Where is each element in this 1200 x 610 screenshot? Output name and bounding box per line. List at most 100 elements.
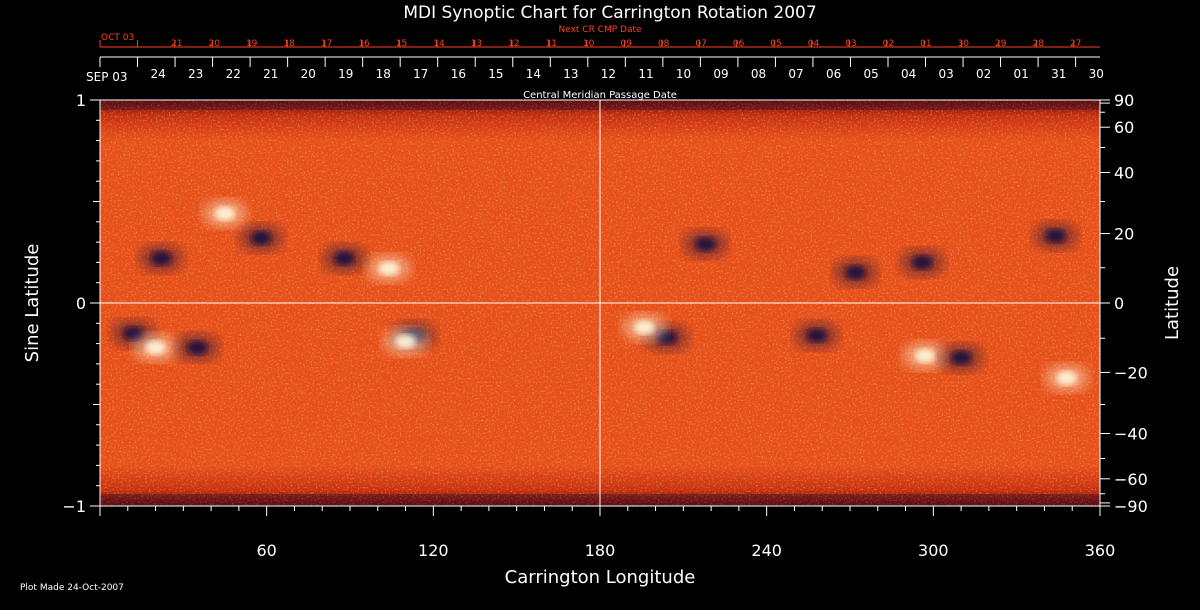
- cmp-date-label: 21: [263, 67, 278, 81]
- positive-region: [1044, 364, 1089, 393]
- y-left-tick-label: 1: [76, 91, 86, 110]
- positive-region: [366, 254, 411, 283]
- positive-region: [383, 327, 428, 356]
- cmp-date-label: 17: [413, 67, 428, 81]
- cmp-axis-label: Central Meridian Passage Date: [523, 90, 677, 101]
- cmp-date-label: 14: [526, 67, 541, 81]
- cmp-date-label: 08: [751, 67, 766, 81]
- negative-region: [683, 230, 728, 259]
- next-cr-date-label: 29: [995, 39, 1007, 49]
- next-cr-date-label: 05: [770, 39, 781, 49]
- y-right-tick-label: −60: [1114, 470, 1148, 489]
- cmp-date-label: 30: [1089, 67, 1104, 81]
- cmp-date-label: 31: [1051, 67, 1066, 81]
- next-cr-date-label: 02: [883, 39, 894, 49]
- cmp-date-label: 23: [188, 67, 203, 81]
- y-right-tick-label: 90: [1114, 91, 1134, 110]
- cmp-date-label: 03: [939, 67, 954, 81]
- x-tick-label: 300: [918, 541, 949, 560]
- y-right-tick-label: −20: [1114, 363, 1148, 382]
- next-cr-date-label: 17: [321, 39, 332, 49]
- y-right-tick-label: 0: [1114, 294, 1124, 313]
- cmp-date-label: 07: [788, 67, 803, 81]
- y-right-tick-label: −40: [1114, 424, 1148, 443]
- next-cr-date-label: 04: [808, 39, 820, 49]
- cmp-date-label: 06: [826, 67, 841, 81]
- cmp-date-label: 16: [451, 67, 466, 81]
- x-axis-ticks: 60 120 180 240 300 360: [99, 506, 1116, 560]
- x-tick-label: 360: [1085, 541, 1116, 560]
- negative-region: [1033, 222, 1078, 251]
- positive-region: [622, 313, 667, 342]
- cmp-date-label: 04: [901, 67, 916, 81]
- negative-region: [175, 333, 220, 362]
- negative-region: [833, 258, 878, 287]
- y-axis-left-ticks: 1 0 −1: [62, 91, 100, 516]
- cmp-date-label: 13: [563, 67, 578, 81]
- y-right-tick-label: 20: [1114, 225, 1134, 244]
- x-axis-title: Carrington Longitude: [505, 567, 696, 588]
- x-tick-label: 180: [585, 541, 616, 560]
- next-cr-date-label: 16: [358, 39, 370, 49]
- next-cr-date-label: 28: [1032, 39, 1044, 49]
- negative-region: [139, 244, 184, 273]
- next-cr-date-label: 10: [583, 39, 595, 49]
- next-cr-date-label: 08: [658, 39, 670, 49]
- cmp-date-label: 15: [488, 67, 503, 81]
- negative-region: [322, 244, 367, 273]
- y-axis-right-ticks: 90 60 40 20 0 −20 −40 −60 −90: [1100, 91, 1148, 516]
- next-cr-ticks: 21 20 19 18 17 16 15 14 13 12 11 10 09 08 07 06 05 04 03 02…: [99, 39, 1081, 49]
- negative-region: [900, 248, 945, 277]
- positive-region: [203, 199, 247, 228]
- next-cr-date-label: 12: [508, 39, 519, 49]
- cmp-date-label: 11: [638, 67, 653, 81]
- plot-made-footer: Plot Made 24-Oct-2007: [20, 583, 124, 593]
- x-tick-label: 60: [256, 541, 276, 560]
- next-cr-date-label: 19: [246, 39, 258, 49]
- y-left-tick-label: −1: [62, 497, 86, 516]
- next-cr-date-label: 09: [620, 39, 632, 49]
- next-cr-axis-label: Next CR CMP Date: [558, 25, 642, 35]
- cmp-date-label: 22: [226, 67, 241, 81]
- negative-region: [794, 321, 839, 350]
- next-cr-date-label: 01: [920, 39, 931, 49]
- cmp-start-label: SEP 03: [86, 70, 128, 84]
- cmp-date-label: 19: [338, 67, 353, 81]
- next-cr-date-label: 15: [396, 39, 407, 49]
- x-tick-label: 120: [418, 541, 449, 560]
- cmp-date-label: 12: [601, 67, 616, 81]
- next-cr-date-label: 03: [845, 39, 856, 49]
- next-cr-start-label: OCT 03: [101, 33, 134, 43]
- cmp-date-label: 24: [151, 67, 166, 81]
- next-cr-date-label: 06: [733, 39, 745, 49]
- cmp-date-label: 01: [1014, 67, 1029, 81]
- negative-region: [939, 343, 984, 372]
- y-axis-left-title: Sine Latitude: [22, 244, 43, 363]
- positive-region: [133, 333, 178, 362]
- next-cr-date-label: 21: [171, 39, 182, 49]
- y-axis-right-title: Latitude: [1162, 266, 1183, 340]
- y-right-tick-label: −90: [1114, 497, 1148, 516]
- active-regions: [111, 199, 1089, 393]
- chart-title: MDI Synoptic Chart for Carrington Rotati…: [403, 3, 816, 23]
- cmp-date-label: 10: [676, 67, 691, 81]
- next-cr-date-label: 18: [283, 39, 295, 49]
- cmp-date-label: 20: [301, 67, 316, 81]
- plot-area: [100, 100, 1100, 506]
- next-cr-date-label: 13: [471, 39, 482, 49]
- cmp-date-label: 09: [713, 67, 728, 81]
- positive-region: [903, 341, 947, 370]
- y-right-tick-label: 40: [1114, 164, 1134, 183]
- next-cr-date-label: 14: [433, 39, 445, 49]
- cmp-date-label: 05: [863, 67, 878, 81]
- next-cr-date-label: 27: [1070, 39, 1081, 49]
- next-cr-date-label: 20: [209, 39, 221, 49]
- negative-region: [239, 224, 284, 253]
- cmp-date-label: 18: [376, 67, 391, 81]
- x-tick-label: 240: [751, 541, 782, 560]
- next-cr-date-label: 07: [695, 39, 706, 49]
- y-left-tick-label: 0: [76, 294, 86, 313]
- cmp-ticks: 24 23 22 21 20 19 18 17 16 15 14 13 12 11 10 09 08 07 06 05…: [99, 57, 1104, 81]
- cmp-date-label: 02: [976, 67, 991, 81]
